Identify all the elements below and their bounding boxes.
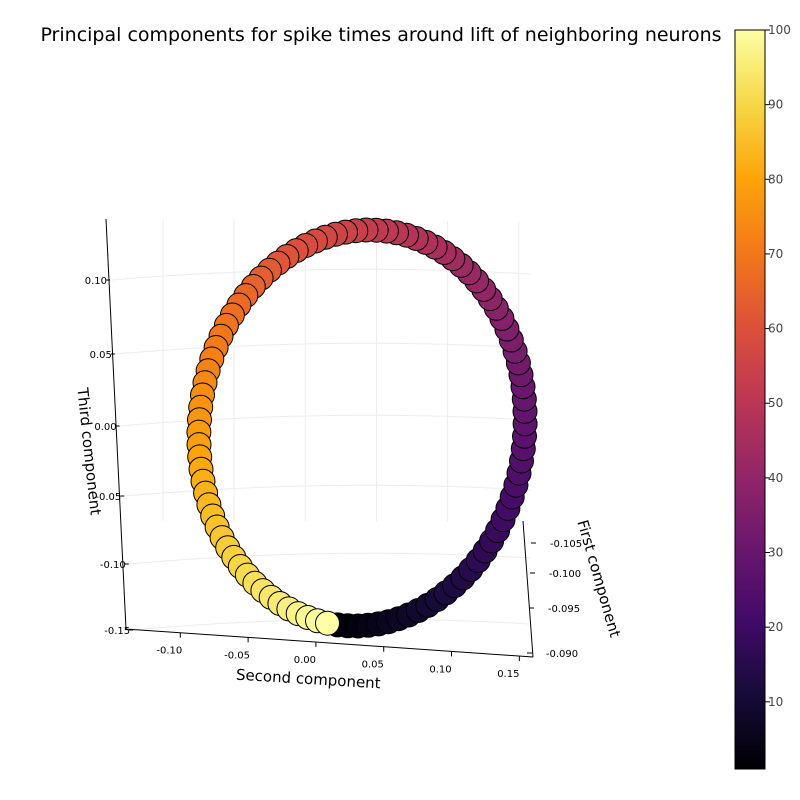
y-tick-label: -0.090: [546, 649, 578, 660]
x-tick-label: 0.00: [294, 655, 316, 666]
colorbar-tick-label: 10: [768, 695, 783, 709]
axis-frame: [105, 218, 534, 658]
colorbar-tick-label: 20: [768, 620, 783, 634]
colorbar-tick-label: 60: [768, 322, 783, 336]
x-tick-label: 0.05: [362, 660, 384, 671]
colorbar-tick-label: 40: [768, 471, 783, 485]
colorbar-tick-label: 50: [768, 396, 783, 410]
colorbar-tick-label: 100: [768, 23, 791, 37]
y-tick-label: -0.095: [548, 604, 580, 615]
z-tick-label: -0.05: [95, 492, 121, 503]
colorbar-tick-label: 80: [768, 172, 783, 186]
y-tick-label: -0.100: [549, 569, 581, 580]
data-point: [315, 610, 340, 636]
x-tick-label: -0.05: [224, 650, 250, 661]
colorbar-tick-label: 70: [768, 247, 783, 261]
z-tick-label: -0.15: [104, 626, 130, 637]
colorbar-ticks: 10 20 30 40 50 60 70 80 90 100: [765, 23, 791, 709]
tick-labels: -0.10 -0.05 0.00 0.05 0.10 0.15 -0.105 -0.100 -0…: [85, 276, 582, 680]
colorbar: [734, 29, 766, 770]
x-axis-title: Second component: [235, 666, 381, 693]
z-axis-title: Third component: [73, 386, 104, 516]
z-tick-label: 0.00: [94, 422, 116, 433]
y-tick-label: -0.105: [550, 539, 582, 550]
colorbar-tick-label: 90: [768, 98, 783, 112]
data-points: [186, 217, 538, 639]
x-tick-label: 0.10: [429, 664, 451, 675]
x-tick-label: 0.15: [497, 669, 519, 680]
z-tick-label: -0.10: [100, 560, 126, 571]
z-tick-label: 0.05: [90, 350, 112, 361]
x-tick-label: -0.10: [156, 646, 182, 657]
colorbar-tick-label: 30: [768, 546, 783, 560]
z-tick-label: 0.10: [85, 276, 107, 287]
chart-title: Principal components for spike times aro…: [40, 24, 721, 46]
